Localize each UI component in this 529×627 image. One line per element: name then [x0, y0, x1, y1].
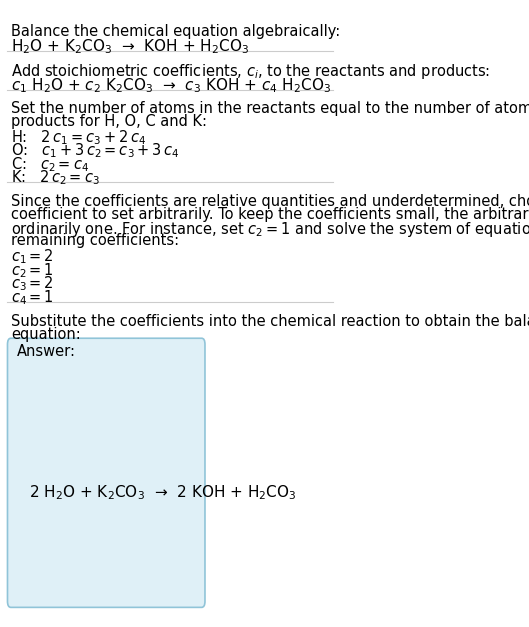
- Text: ordinarily one. For instance, set $c_2 = 1$ and solve the system of equations fo: ordinarily one. For instance, set $c_2 =…: [11, 220, 529, 239]
- Text: $c_3 = 2$: $c_3 = 2$: [11, 275, 53, 293]
- Text: $c_1$ H$_2$O + $c_2$ K$_2$CO$_3$  →  $c_3$ KOH + $c_4$ H$_2$CO$_3$: $c_1$ H$_2$O + $c_2$ K$_2$CO$_3$ → $c_3$…: [11, 76, 331, 95]
- Text: coefficient to set arbitrarily. To keep the coefficients small, the arbitrary va: coefficient to set arbitrarily. To keep …: [11, 207, 529, 222]
- Text: $c_1 = 2$: $c_1 = 2$: [11, 247, 53, 266]
- Text: products for H, O, C and K:: products for H, O, C and K:: [11, 114, 207, 129]
- Text: Since the coefficients are relative quantities and underdetermined, choose a: Since the coefficients are relative quan…: [11, 194, 529, 209]
- Text: Balance the chemical equation algebraically:: Balance the chemical equation algebraica…: [11, 24, 340, 39]
- Text: equation:: equation:: [11, 327, 80, 342]
- Text: $c_4 = 1$: $c_4 = 1$: [11, 288, 53, 307]
- Text: Add stoichiometric coefficients, $c_i$, to the reactants and products:: Add stoichiometric coefficients, $c_i$, …: [11, 61, 490, 81]
- Text: $c_2 = 1$: $c_2 = 1$: [11, 261, 53, 280]
- FancyBboxPatch shape: [7, 338, 205, 608]
- Text: O:   $c_1 + 3\,c_2 = c_3 + 3\,c_4$: O: $c_1 + 3\,c_2 = c_3 + 3\,c_4$: [11, 142, 179, 161]
- Text: Answer:: Answer:: [17, 344, 76, 359]
- Text: C:   $c_2 = c_4$: C: $c_2 = c_4$: [11, 155, 89, 174]
- Text: K:   $2\,c_2 = c_3$: K: $2\,c_2 = c_3$: [11, 169, 99, 187]
- Text: H:   $2\,c_1 = c_3 + 2\,c_4$: H: $2\,c_1 = c_3 + 2\,c_4$: [11, 128, 146, 147]
- Text: Substitute the coefficients into the chemical reaction to obtain the balanced: Substitute the coefficients into the che…: [11, 314, 529, 329]
- Text: H$_2$O + K$_2$CO$_3$  →  KOH + H$_2$CO$_3$: H$_2$O + K$_2$CO$_3$ → KOH + H$_2$CO$_3$: [11, 37, 249, 56]
- Text: remaining coefficients:: remaining coefficients:: [11, 233, 179, 248]
- Text: Set the number of atoms in the reactants equal to the number of atoms in the: Set the number of atoms in the reactants…: [11, 102, 529, 116]
- Text: 2 H$_2$O + K$_2$CO$_3$  →  2 KOH + H$_2$CO$_3$: 2 H$_2$O + K$_2$CO$_3$ → 2 KOH + H$_2$CO…: [29, 483, 297, 502]
